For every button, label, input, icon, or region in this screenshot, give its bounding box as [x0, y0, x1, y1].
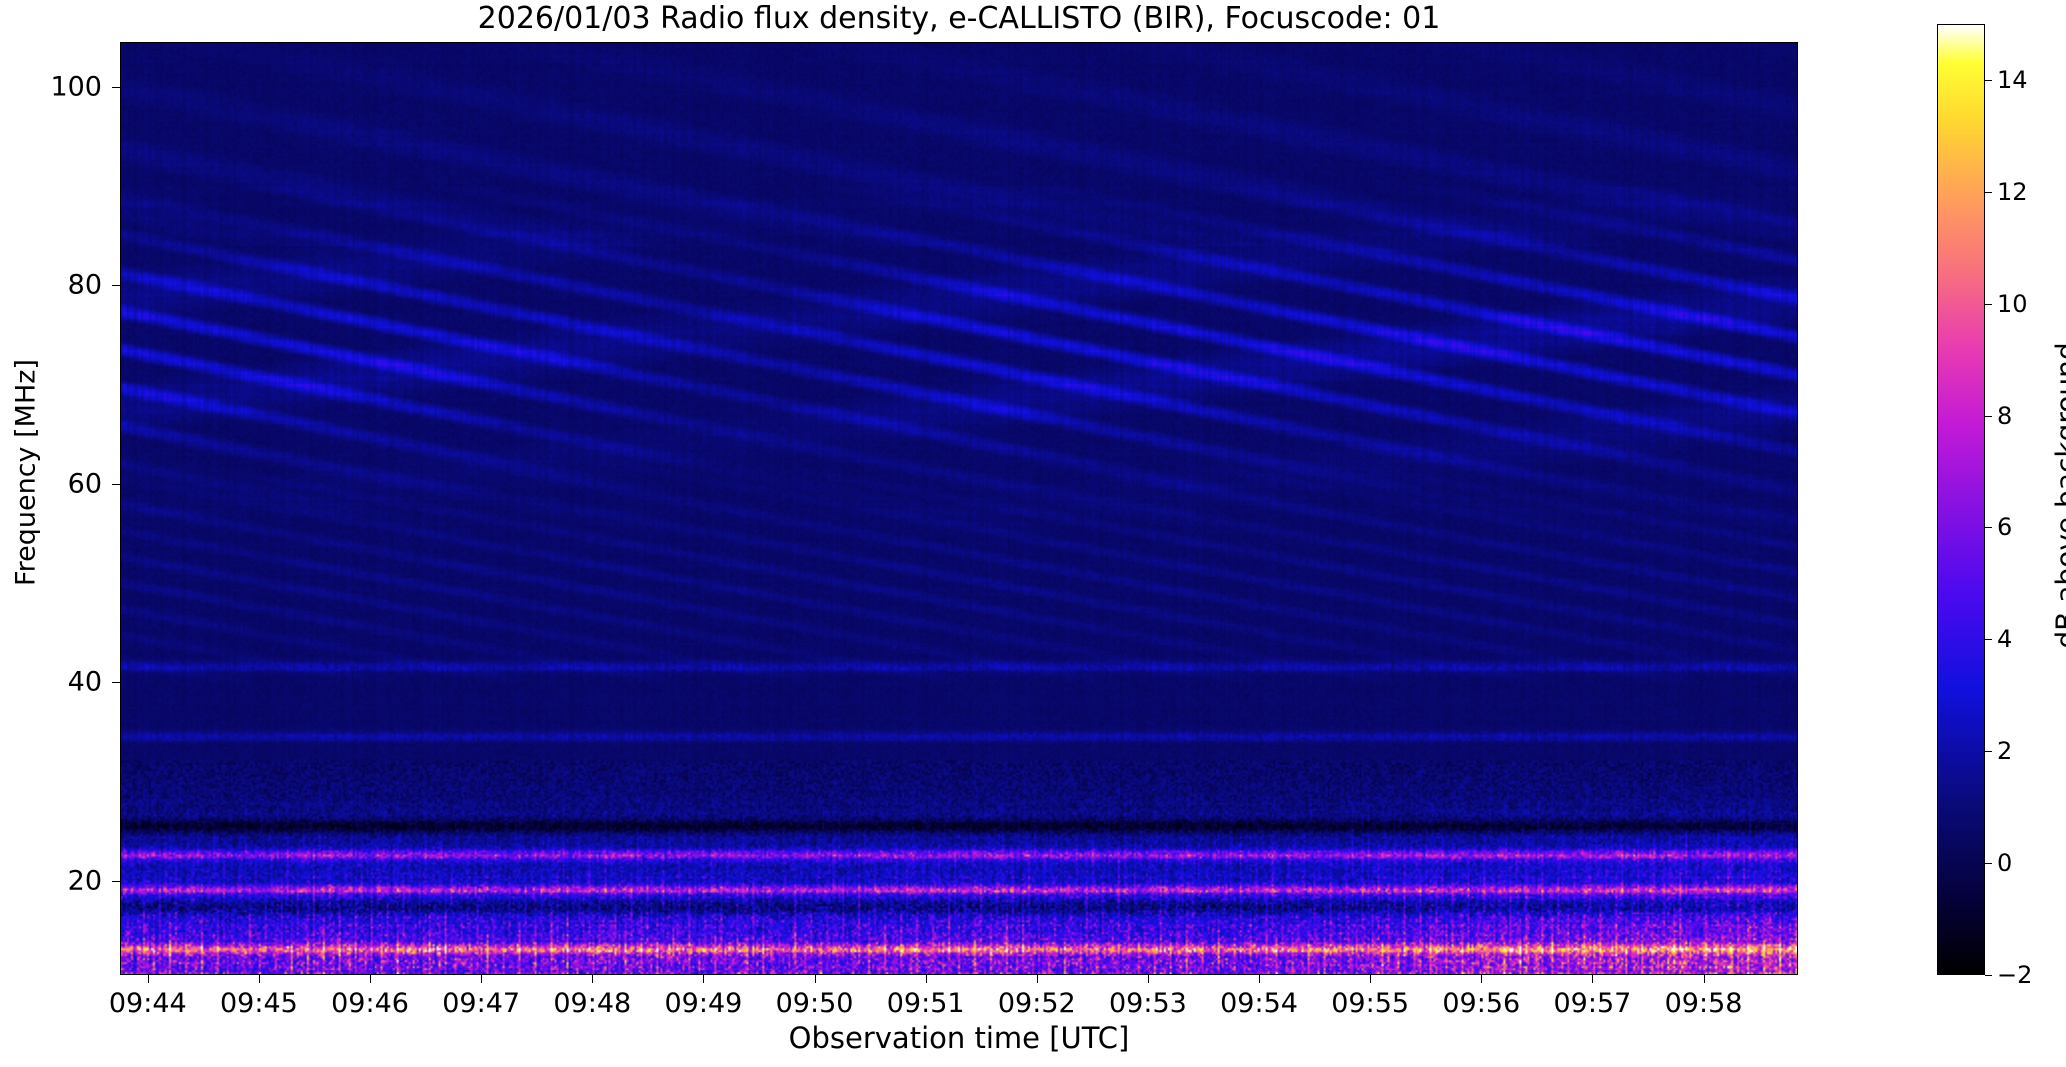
y-tick-mark [112, 86, 120, 88]
x-tick-mark [370, 975, 372, 983]
colorbar-tick-label: 4 [1997, 625, 2013, 654]
spectrogram-image [121, 43, 1797, 974]
x-tick-mark [1703, 975, 1705, 983]
x-tick-label: 09:55 [1331, 988, 1410, 1019]
y-tick-label: 40 [67, 666, 102, 698]
x-tick-label: 09:51 [886, 988, 965, 1019]
colorbar [1937, 24, 1985, 975]
x-axis-label: Observation time [UTC] [788, 1021, 1130, 1055]
x-tick-label: 09:49 [664, 988, 743, 1019]
colorbar-tick-mark [1985, 863, 1992, 865]
x-tick-label: 09:45 [220, 988, 298, 1019]
colorbar-tick-mark [1985, 191, 1992, 193]
x-tick-mark [1036, 975, 1038, 983]
x-tick-label: 09:47 [442, 988, 521, 1019]
x-tick-mark [1147, 975, 1149, 983]
x-tick-label: 09:48 [553, 988, 632, 1019]
x-tick-mark [1370, 975, 1372, 983]
colorbar-tick-mark [1985, 639, 1992, 641]
colorbar-tick-label: 12 [1997, 177, 2028, 206]
colorbar-tick-mark [1985, 975, 1992, 976]
colorbar-tick-mark [1985, 79, 1992, 81]
x-tick-label: 09:56 [1442, 988, 1521, 1019]
colorbar-tick-label: 8 [1997, 401, 2013, 430]
colorbar-tick-mark [1985, 303, 1992, 305]
colorbar-tick-label: −2 [1997, 961, 2033, 989]
x-tick-mark [1481, 975, 1483, 983]
colorbar-tick-label: 0 [1997, 849, 2013, 878]
x-tick-mark [1259, 975, 1261, 983]
x-tick-label: 09:52 [997, 988, 1076, 1019]
x-tick-mark [925, 975, 927, 983]
x-tick-label: 09:53 [1109, 988, 1187, 1019]
y-tick-mark [112, 285, 120, 287]
x-tick-mark [703, 975, 705, 983]
colorbar-tick-label: 6 [1997, 513, 2013, 542]
colorbar-gradient [1938, 25, 1984, 974]
colorbar-tick-mark [1985, 751, 1992, 753]
x-tick-label: 09:57 [1553, 988, 1632, 1019]
x-tick-mark [1592, 975, 1594, 983]
colorbar-tick-mark [1985, 527, 1992, 529]
colorbar-label: dB above background [2049, 342, 2066, 649]
x-tick-mark [147, 975, 149, 983]
y-tick-mark [112, 483, 120, 485]
colorbar-tick-label: 2 [1997, 737, 2013, 766]
colorbar-tick-label: 14 [1997, 65, 2028, 94]
y-tick-mark [112, 682, 120, 684]
x-tick-label: 09:44 [108, 988, 187, 1019]
x-tick-label: 09:50 [775, 988, 854, 1019]
page-title: 2026/01/03 Radio flux density, e-CALLIST… [477, 1, 1441, 36]
colorbar-tick-mark [1985, 415, 1992, 417]
y-tick-label: 20 [67, 865, 102, 897]
spectrogram-plot-area [120, 42, 1798, 975]
x-tick-label: 09:46 [331, 988, 409, 1019]
colorbar-tick-label: 10 [1997, 289, 2028, 318]
y-tick-label: 80 [67, 269, 102, 301]
y-tick-label: 60 [67, 468, 102, 500]
x-tick-label: 09:58 [1664, 988, 1743, 1019]
x-tick-mark [592, 975, 594, 983]
x-tick-label: 09:54 [1220, 988, 1298, 1019]
x-tick-mark [258, 975, 260, 983]
y-tick-mark [112, 880, 120, 882]
y-tick-label: 100 [50, 71, 102, 103]
x-tick-mark [481, 975, 483, 983]
x-tick-mark [814, 975, 816, 983]
